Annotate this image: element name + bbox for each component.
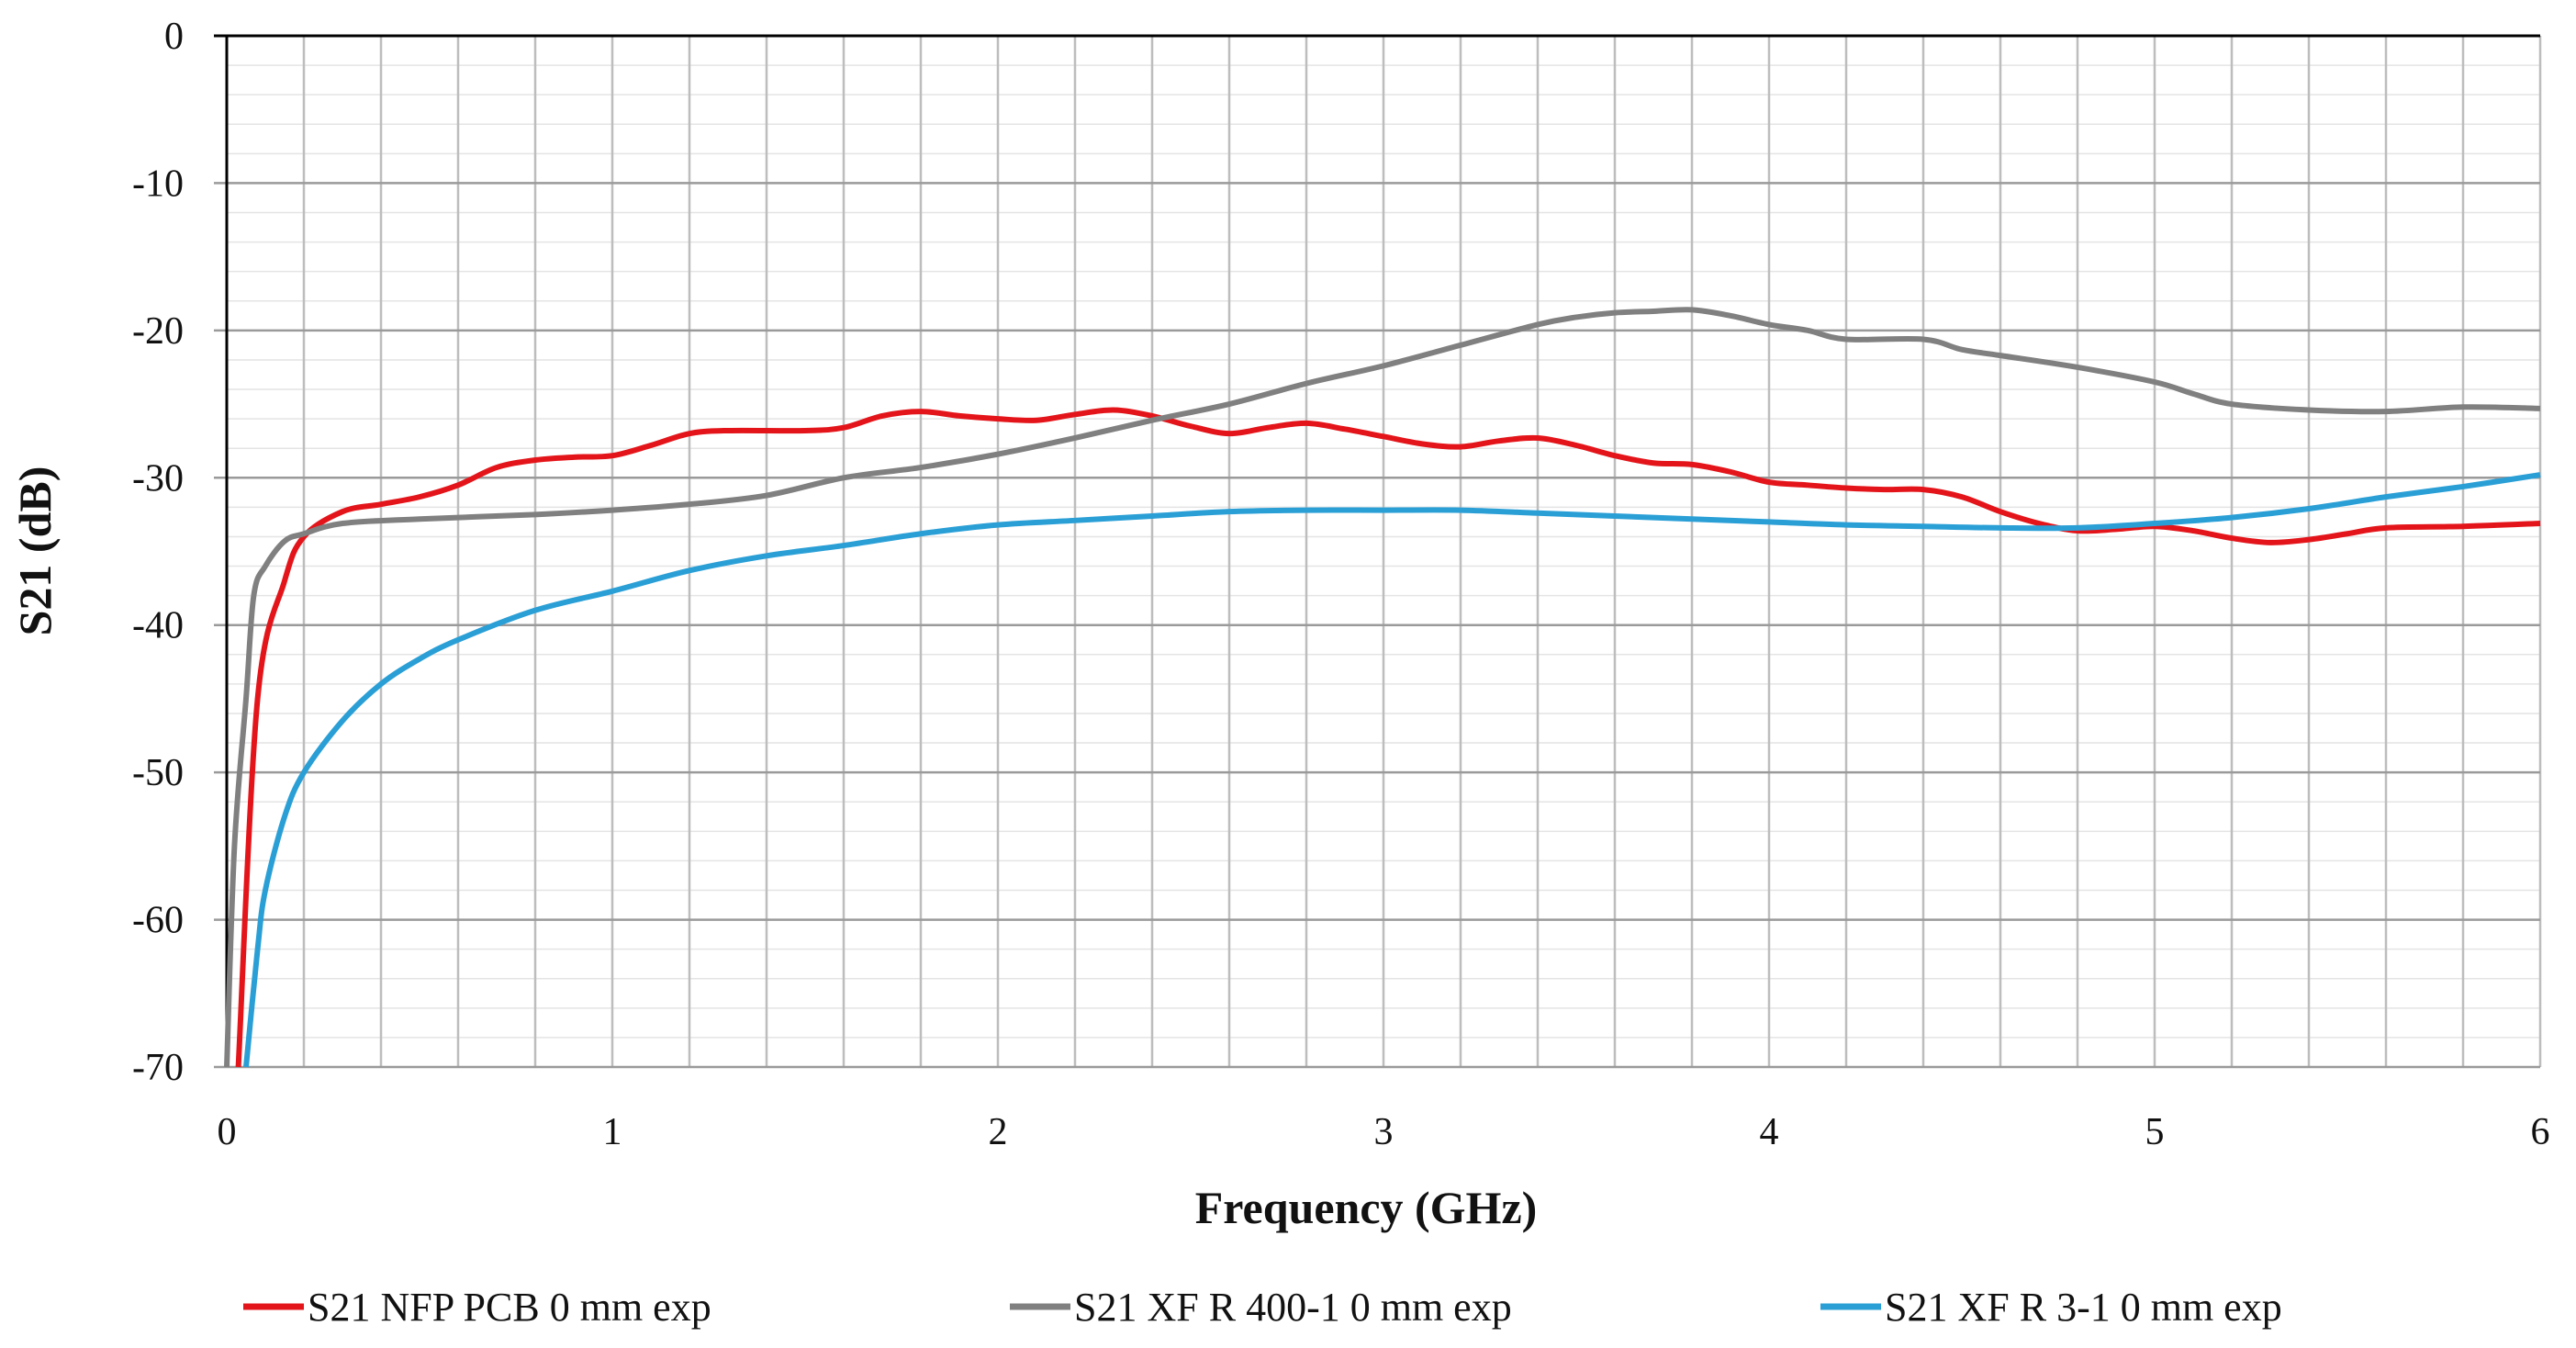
legend-label: S21 XF R 400-1 0 mm exp	[1074, 1285, 1512, 1330]
series-line-1	[235, 407, 2541, 1068]
y-tick-label: -20	[132, 310, 184, 353]
y-tick-label: 0	[164, 16, 184, 58]
series-lines	[224, 307, 2541, 1068]
y-tick-label: -40	[132, 605, 184, 647]
y-tick-label: -50	[132, 752, 184, 794]
legend-label: S21 NFP PCB 0 mm exp	[308, 1285, 711, 1330]
y-tick-label: -10	[132, 163, 184, 205]
y-tick-label: -70	[132, 1047, 184, 1089]
series-line-3	[243, 472, 2541, 1068]
y-tick-label: -60	[132, 900, 184, 942]
x-tick-label: 3	[1374, 1111, 1394, 1153]
x-tick-label: 5	[2145, 1111, 2165, 1153]
x-tick-label: 1	[603, 1111, 622, 1153]
x-tick-label: 0	[218, 1111, 237, 1153]
legend-label: S21 XF R 3-1 0 mm exp	[1885, 1285, 2282, 1330]
legend-item: S21 XF R 400-1 0 mm exp	[1010, 1285, 1512, 1330]
tick-labels: 0 -10 -20 -30 -40 -50 -60 -70 0 1 2 3 4 5 6	[132, 16, 2550, 1153]
grid	[214, 36, 2542, 1069]
y-tick-label: -30	[132, 457, 184, 500]
x-tick-label: 2	[989, 1111, 1008, 1153]
axes	[214, 34, 2540, 1067]
y-axis-title: S21 (dB)	[9, 466, 61, 636]
legend-item: S21 XF R 3-1 0 mm exp	[1820, 1285, 2282, 1330]
x-axis-title: Frequency (GHz)	[1195, 1182, 1538, 1233]
legend-item: S21 NFP PCB 0 mm exp	[243, 1285, 711, 1330]
x-tick-label: 6	[2531, 1111, 2550, 1153]
x-tick-label: 4	[1760, 1111, 1779, 1153]
legend: S21 NFP PCB 0 mm exp S21 XF R 400-1 0 mm …	[243, 1285, 2282, 1330]
series-line-2	[224, 307, 2541, 1068]
